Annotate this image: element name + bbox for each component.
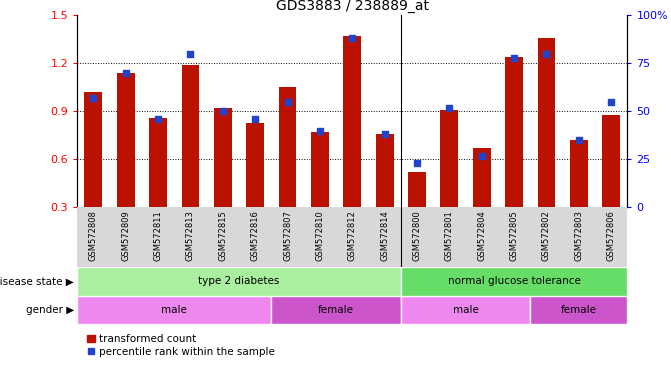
Bar bbox=[603, 114, 620, 207]
Bar bbox=[214, 108, 231, 207]
Text: GSM572801: GSM572801 bbox=[445, 210, 454, 261]
Point bbox=[541, 51, 552, 57]
Bar bbox=[85, 92, 102, 207]
Text: GSM572811: GSM572811 bbox=[154, 210, 162, 261]
Text: male: male bbox=[453, 305, 478, 315]
Text: GSM572810: GSM572810 bbox=[315, 210, 324, 261]
Point bbox=[217, 108, 228, 114]
Bar bbox=[440, 110, 458, 207]
Bar bbox=[271, 296, 401, 324]
Text: gender ▶: gender ▶ bbox=[25, 305, 74, 315]
Text: type 2 diabetes: type 2 diabetes bbox=[199, 276, 280, 286]
Text: GSM572808: GSM572808 bbox=[89, 210, 98, 261]
Bar bbox=[117, 73, 135, 207]
Point bbox=[250, 116, 260, 122]
Bar bbox=[278, 88, 297, 207]
Bar bbox=[77, 267, 401, 296]
Bar bbox=[149, 118, 167, 207]
Point bbox=[379, 131, 390, 137]
Text: GSM572809: GSM572809 bbox=[121, 210, 130, 261]
Text: GSM572805: GSM572805 bbox=[509, 210, 519, 261]
Text: GSM572812: GSM572812 bbox=[348, 210, 357, 261]
Bar bbox=[537, 38, 556, 207]
Bar bbox=[376, 134, 393, 207]
Text: disease state ▶: disease state ▶ bbox=[0, 276, 74, 286]
Text: female: female bbox=[561, 305, 597, 315]
Bar bbox=[570, 140, 588, 207]
Point bbox=[606, 99, 617, 105]
Bar bbox=[311, 132, 329, 207]
Point bbox=[120, 70, 131, 76]
Text: GSM572815: GSM572815 bbox=[218, 210, 227, 261]
Bar bbox=[505, 57, 523, 207]
Text: male: male bbox=[161, 305, 187, 315]
Text: GSM572803: GSM572803 bbox=[574, 210, 583, 261]
Bar bbox=[401, 267, 627, 296]
Bar bbox=[344, 36, 361, 207]
Text: GSM572800: GSM572800 bbox=[413, 210, 421, 261]
Point bbox=[153, 116, 164, 122]
Text: normal glucose tolerance: normal glucose tolerance bbox=[448, 276, 580, 286]
Text: GSM572802: GSM572802 bbox=[542, 210, 551, 261]
Text: GSM572807: GSM572807 bbox=[283, 210, 292, 261]
Point bbox=[574, 137, 584, 143]
Legend: transformed count, percentile rank within the sample: transformed count, percentile rank withi… bbox=[83, 330, 279, 361]
Point bbox=[88, 95, 99, 101]
Point bbox=[185, 51, 196, 57]
Point bbox=[282, 99, 293, 105]
Bar bbox=[473, 148, 491, 207]
Point bbox=[444, 104, 455, 111]
Point bbox=[509, 55, 519, 61]
Text: GSM572813: GSM572813 bbox=[186, 210, 195, 261]
Text: female: female bbox=[318, 305, 354, 315]
Text: GSM572816: GSM572816 bbox=[251, 210, 260, 261]
Text: GSM572806: GSM572806 bbox=[607, 210, 616, 261]
Bar bbox=[77, 296, 271, 324]
Bar bbox=[530, 296, 627, 324]
Point bbox=[476, 152, 487, 159]
Point bbox=[411, 160, 422, 166]
Title: GDS3883 / 238889_at: GDS3883 / 238889_at bbox=[276, 0, 429, 13]
Bar bbox=[401, 296, 530, 324]
Bar bbox=[408, 172, 426, 207]
Point bbox=[347, 35, 358, 41]
Point bbox=[315, 127, 325, 134]
Text: GSM572804: GSM572804 bbox=[477, 210, 486, 261]
Bar bbox=[182, 65, 199, 207]
Bar bbox=[246, 122, 264, 207]
Text: GSM572814: GSM572814 bbox=[380, 210, 389, 261]
